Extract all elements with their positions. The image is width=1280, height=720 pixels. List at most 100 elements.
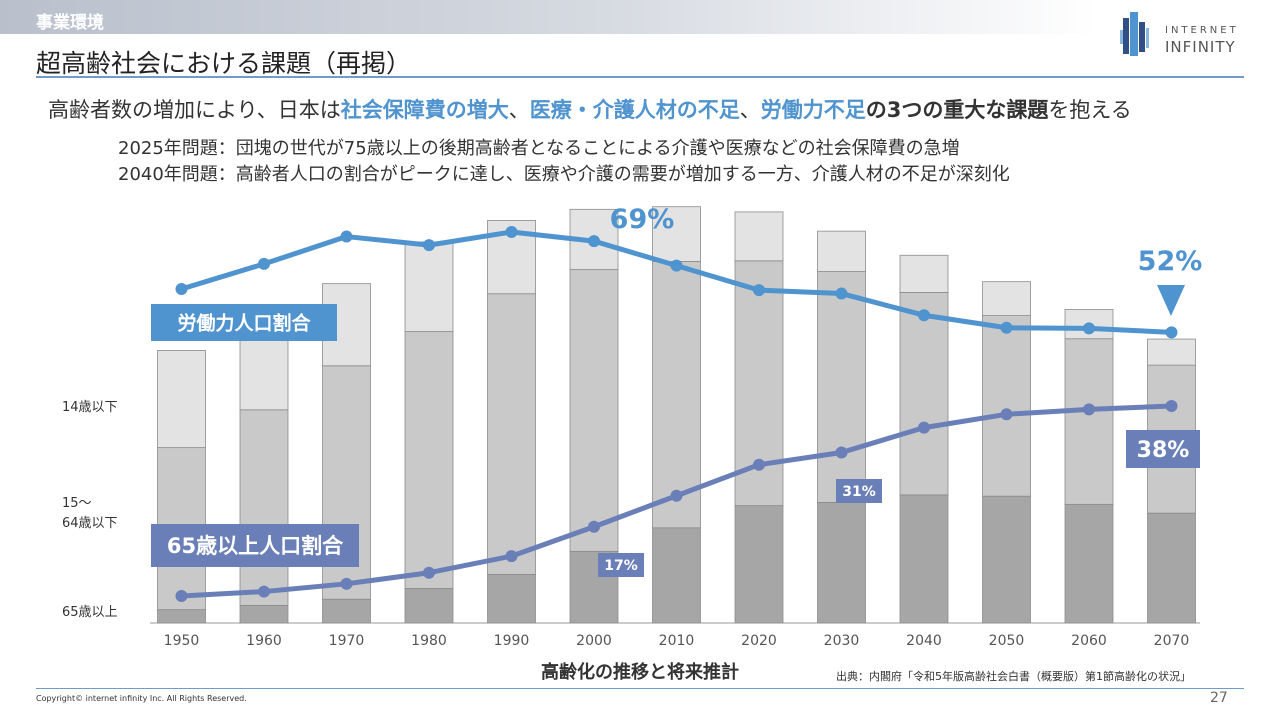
page-number: 27	[1210, 690, 1228, 706]
line-point-労働力人口割合-2010	[670, 259, 683, 272]
value-label-52%: 52%	[1138, 246, 1203, 277]
line-point-労働力人口割合-2070	[1165, 326, 1178, 339]
bar-segment-14歳以下-2070	[1147, 338, 1196, 366]
line-point-65歳以上人口割合-1970	[340, 577, 353, 590]
bar-segment-65歳以上-2040	[899, 494, 949, 624]
bar-segment-65歳以上-1960	[239, 604, 289, 624]
line-point-労働力人口割合-1990	[505, 226, 518, 238]
x-tick-label: 1980	[411, 633, 447, 649]
line-point-労働力人口割合-2030	[835, 287, 848, 300]
line-point-65歳以上人口割合-2030	[835, 446, 848, 459]
x-tick-label: 1990	[494, 633, 530, 649]
value-label-69%: 69%	[610, 204, 675, 235]
headline-bold-text: の3つの重大な課題	[865, 98, 1049, 122]
line-point-労働力人口割合-2000	[588, 235, 600, 248]
x-tick-label: 2010	[659, 633, 695, 649]
line-point-65歳以上人口割合-2060	[1083, 403, 1095, 416]
line-point-労働力人口割合-1980	[423, 239, 435, 252]
source-note: 出典：内閣府「令和5年版高齢社会白書（概要版）第1節高齢化の状況」	[836, 670, 1191, 683]
value-label-38%: 38%	[1137, 438, 1190, 463]
stack-label: 65歳以上	[62, 605, 118, 620]
bar-segment-15～64歳以下-1960	[239, 409, 289, 606]
chart-title: 高齢化の推移と将来推計	[541, 662, 739, 683]
bar-segment-15～64歳以下-2010	[652, 261, 701, 529]
line-point-労働力人口割合-1950	[175, 283, 188, 295]
value-badge-bg	[836, 479, 882, 503]
page-title: 超高齢社会における課題（再掲）	[36, 49, 412, 78]
series-badge-bg	[151, 524, 359, 567]
copyright: Copyright© internet infinity Inc. All Ri…	[36, 694, 247, 703]
headline: 高齢者数の増加により、日本は社会保障費の増大、医療・介護人材の不足、労働力不足の…	[48, 94, 1132, 124]
bar-segment-14歳以下-2050	[982, 281, 1031, 316]
line-point-65歳以上人口割合-2020	[753, 458, 765, 471]
headline-text: 高齢者数の増加により、日本は	[48, 98, 341, 122]
bar-segment-14歳以下-2010	[652, 206, 701, 262]
stack-label: 64歳以下	[62, 516, 118, 531]
series-badge-label: 65歳以上人口割合	[167, 534, 344, 558]
x-tick-label: 1950	[164, 633, 200, 649]
stack-label: 14歳以下	[62, 400, 118, 415]
problem-2025: 2025年問題：団塊の世代が75歳以上の後期高齢者となることによる介護や医療など…	[118, 138, 960, 159]
line-point-労働力人口割合-1960	[258, 257, 270, 270]
bar-segment-15～64歳以下-1990	[487, 293, 536, 575]
x-tick-label: 2030	[824, 633, 860, 649]
bar-segment-65歳以上-2050	[982, 495, 1031, 624]
headline-separator: 、	[739, 98, 761, 122]
headline-separator: 、	[508, 98, 530, 122]
x-tick-label: 2000	[576, 633, 612, 649]
headline-highlight-care-staff: 医療・介護人材の不足	[529, 98, 740, 122]
bar-segment-15～64歳以下-2040	[899, 292, 949, 496]
line-point-65歳以上人口割合-1980	[423, 566, 435, 579]
headline-highlight-social-security: 社会保障費の増大	[340, 98, 509, 122]
header-bar	[0, 0, 1100, 34]
line-point-65歳以上人口割合-1960	[258, 585, 270, 598]
line-point-労働力人口割合-2050	[1000, 321, 1013, 334]
line-point-労働力人口割合-2020	[753, 284, 765, 297]
logo-text-internet: INTERNET	[1165, 25, 1239, 36]
section-label: 事業環境	[36, 13, 104, 33]
bar-segment-14歳以下-2040	[899, 254, 949, 293]
x-tick-label: 2040	[906, 633, 942, 649]
line-point-65歳以上人口割合-1950	[175, 590, 188, 602]
x-tick-label: 1960	[246, 633, 282, 649]
stack-label: 15～	[62, 496, 92, 511]
line-point-65歳以上人口割合-2000	[588, 520, 600, 533]
line-point-65歳以上人口割合-1990	[505, 550, 518, 563]
bar-segment-14歳以下-1980	[404, 241, 454, 332]
bar-segment-15～64歳以下-2000	[569, 269, 619, 552]
bar-segment-14歳以下-1950	[157, 350, 206, 449]
bar-segment-14歳以下-2030	[817, 230, 866, 272]
line-point-労働力人口割合-1970	[340, 230, 353, 243]
series-badge-label: 労働力人口割合	[177, 311, 311, 334]
line-point-労働力人口割合-2040	[918, 309, 930, 322]
logo-text-infinity: INFINITY	[1165, 38, 1236, 56]
bar-segment-65歳以上-1950	[157, 609, 206, 624]
bar-segment-65歳以上-2010	[652, 527, 701, 624]
bar-segment-65歳以上-1980	[404, 588, 454, 624]
problem-2040: 2040年問題：高齢者人口の割合がピークに達し、医療や介護の需要が増加する一方、…	[118, 164, 1010, 185]
bar-segment-15～64歳以下-1980	[404, 331, 454, 589]
bar-segment-65歳以上-2020	[734, 505, 784, 624]
bar-segment-65歳以上-2060	[1064, 503, 1114, 624]
footer-divider	[36, 688, 1244, 689]
x-tick-label: 2020	[741, 633, 777, 649]
value-badge-bg	[598, 553, 644, 577]
bar-segment-65歳以上-1970	[322, 598, 371, 624]
x-tick-label: 2050	[989, 633, 1025, 649]
series-badge-bg	[151, 304, 337, 341]
x-tick-label: 2060	[1071, 633, 1107, 649]
bar-segment-65歳以上-1990	[487, 574, 536, 624]
headline-text-end: を抱える	[1048, 98, 1132, 122]
bar-segment-15～64歳以下-2060	[1064, 338, 1114, 505]
headline-highlight-labor: 労働力不足	[760, 98, 866, 122]
line-point-65歳以上人口割合-2010	[670, 489, 683, 502]
down-arrow-icon	[1157, 285, 1185, 316]
bar-segment-65歳以上-2070	[1147, 512, 1196, 624]
title-divider	[36, 76, 1244, 78]
value-badge-bg	[1126, 430, 1200, 468]
bar-segment-14歳以下-2020	[734, 211, 784, 262]
bar-segment-65歳以上-2030	[817, 501, 866, 624]
line-point-65歳以上人口割合-2050	[1000, 408, 1013, 421]
line-point-65歳以上人口割合-2040	[918, 421, 930, 434]
